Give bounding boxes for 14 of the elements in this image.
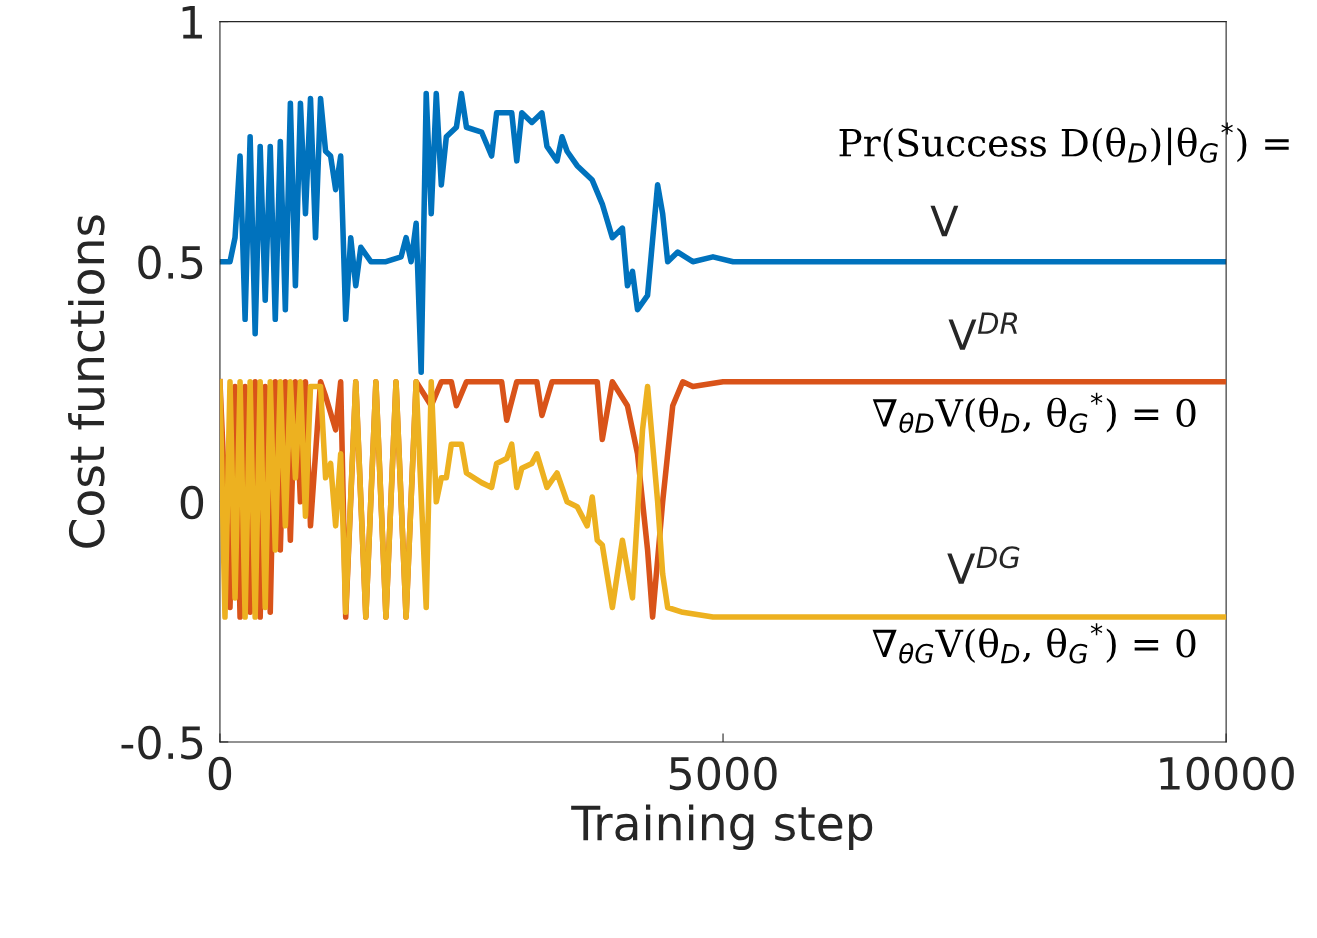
x-tick-label: 10000: [1160, 756, 1294, 791]
x-tick-label: 5000: [669, 756, 777, 791]
x-axis-title: Training step: [571, 804, 873, 851]
y-tick-label: 1: [182, 6, 202, 39]
y-axis-title: Cost functions: [68, 215, 105, 548]
y-tick-label: 0.5: [138, 245, 203, 280]
annotation: ∇$_{θD}$V(θ$_{D}$, θ$_{G}$$^{*}$) = 0: [872, 392, 1196, 434]
x-tick-label: 0: [208, 756, 232, 791]
series-label: V$^{DR}$: [948, 312, 1018, 350]
y-tick-label: 0: [180, 485, 204, 520]
series-label: V: [930, 205, 959, 237]
annotation: ∇$_{θG}$V(θ$_{D}$, θ$_{G}$$^{*}$) = 0: [872, 623, 1196, 664]
series-label: V$^{DG}$: [947, 546, 1020, 584]
y-tick-label: -0.5: [121, 725, 203, 760]
